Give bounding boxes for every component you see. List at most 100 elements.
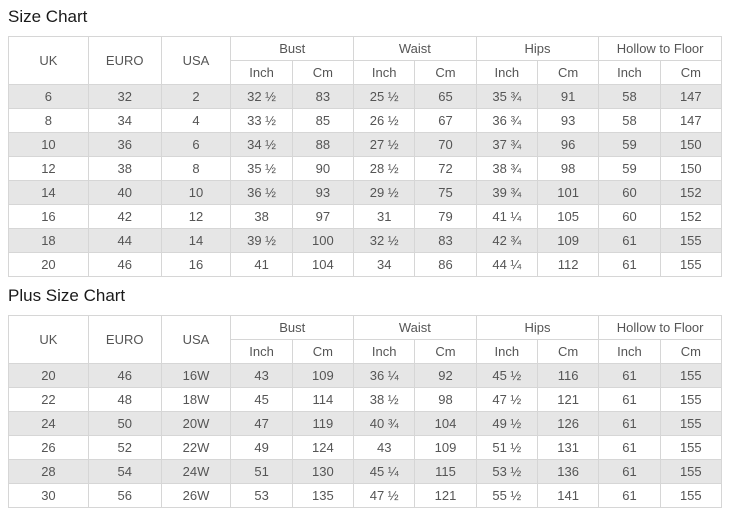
- header-unit-row: Inch Cm Inch Cm Inch Cm Inch Cm: [9, 339, 723, 364]
- table-cell: 67: [414, 108, 477, 133]
- table-cell: 51: [230, 459, 293, 484]
- table-cell: 98: [536, 156, 600, 181]
- table-cell: 155: [659, 483, 723, 508]
- table-cell: 18W: [160, 387, 232, 412]
- table-cell: 112: [536, 252, 600, 277]
- table-row: 26 52 22W 49 124 43 109 51 ½ 131 61 155: [8, 435, 723, 460]
- size-chart-section: Size Chart UK EURO USA Bust Waist Hips H…: [8, 6, 723, 277]
- table-cell: 36 ¾: [475, 108, 538, 133]
- table-cell: 124: [291, 435, 355, 460]
- column-subheader-inch: Inch: [598, 60, 661, 85]
- table-cell: 70: [414, 132, 477, 157]
- table-cell: 8: [8, 108, 89, 133]
- table-cell: 98: [414, 387, 477, 412]
- table-cell: 150: [659, 156, 723, 181]
- table-cell: 28 ½: [353, 156, 416, 181]
- table-cell: 91: [536, 84, 600, 109]
- table-cell: 155: [659, 363, 723, 388]
- column-subheader-cm: Cm: [536, 60, 600, 85]
- table-cell: 58: [598, 108, 661, 133]
- table-cell: 40 ¾: [353, 411, 416, 436]
- table-cell: 121: [536, 387, 600, 412]
- table-cell: 38 ¾: [475, 156, 538, 181]
- column-subheader-inch: Inch: [230, 60, 293, 85]
- table-cell: 22: [8, 387, 89, 412]
- table-cell: 49 ½: [475, 411, 538, 436]
- table-cell: 79: [414, 204, 477, 229]
- table-cell: 42: [87, 204, 162, 229]
- table-cell: 59: [598, 156, 661, 181]
- table-cell: 150: [659, 132, 723, 157]
- table-cell: 27 ½: [353, 132, 416, 157]
- table-cell: 38: [230, 204, 293, 229]
- table-cell: 155: [659, 228, 723, 253]
- table-cell: 83: [291, 84, 355, 109]
- table-cell: 4: [160, 108, 232, 133]
- table-cell: 34: [87, 108, 162, 133]
- table-cell: 16W: [160, 363, 232, 388]
- table-cell: 48: [87, 387, 162, 412]
- table-cell: 30: [8, 483, 89, 508]
- column-subheader-inch: Inch: [230, 339, 293, 364]
- table-cell: 51 ½: [475, 435, 538, 460]
- table-cell: 22W: [160, 435, 232, 460]
- table-cell: 35 ½: [230, 156, 293, 181]
- table-cell: 20: [8, 252, 89, 277]
- table-cell: 50: [87, 411, 162, 436]
- header-group-row: UK EURO USA Bust Waist Hips Hollow to Fl…: [8, 315, 722, 364]
- table-cell: 61: [598, 228, 661, 253]
- table-cell: 39 ½: [230, 228, 293, 253]
- table-row: 20 46 16 41 104 34 86 44 ¼ 112 61 155: [8, 252, 723, 277]
- table-cell: 36 ½: [230, 180, 293, 205]
- size-chart-page: Size Chart UK EURO USA Bust Waist Hips H…: [8, 6, 723, 508]
- column-subheader-cm: Cm: [414, 60, 477, 85]
- table-cell: 43: [353, 435, 416, 460]
- table-cell: 32 ½: [230, 84, 293, 109]
- column-subheader-cm: Cm: [659, 339, 723, 364]
- size-chart-title: Size Chart: [8, 7, 88, 26]
- table-cell: 34: [353, 252, 416, 277]
- table-cell: 121: [414, 483, 477, 508]
- table-cell: 56: [87, 483, 162, 508]
- table-cell: 109: [291, 363, 355, 388]
- column-group-hollow-to-floor: Hollow to Floor: [598, 315, 722, 340]
- column-subheader-cm: Cm: [536, 339, 600, 364]
- table-row: 24 50 20W 47 119 40 ¾ 104 49 ½ 126 61 155: [8, 411, 723, 436]
- table-cell: 34 ½: [230, 132, 293, 157]
- size-chart-table: UK EURO USA Bust Waist Hips Hollow to Fl…: [8, 36, 723, 277]
- table-cell: 29 ½: [353, 180, 416, 205]
- table-cell: 32: [87, 84, 162, 109]
- table-cell: 135: [291, 483, 355, 508]
- table-cell: 43: [230, 363, 293, 388]
- table-cell: 114: [291, 387, 355, 412]
- table-cell: 16: [160, 252, 232, 277]
- table-cell: 53: [230, 483, 293, 508]
- table-cell: 85: [291, 108, 355, 133]
- table-cell: 44: [87, 228, 162, 253]
- table-cell: 12: [160, 204, 232, 229]
- table-cell: 92: [414, 363, 477, 388]
- plus-size-chart-section: Plus Size Chart UK EURO USA Bust Waist H…: [8, 285, 723, 508]
- table-cell: 115: [414, 459, 477, 484]
- table-cell: 61: [598, 483, 661, 508]
- column-subheader-inch: Inch: [475, 60, 538, 85]
- table-cell: 101: [536, 180, 600, 205]
- table-cell: 90: [291, 156, 355, 181]
- table-cell: 33 ½: [230, 108, 293, 133]
- table-cell: 141: [536, 483, 600, 508]
- table-cell: 47: [230, 411, 293, 436]
- table-cell: 155: [659, 252, 723, 277]
- plus-size-chart-table-body: 20 46 16W 43 109 36 ¼ 92 45 ½ 116 61 155 22 48 18W 45 1…: [8, 363, 723, 508]
- table-cell: 47 ½: [475, 387, 538, 412]
- table-cell: 49: [230, 435, 293, 460]
- table-cell: 83: [414, 228, 477, 253]
- table-cell: 155: [659, 459, 723, 484]
- table-cell: 147: [659, 84, 723, 109]
- table-cell: 37 ¾: [475, 132, 538, 157]
- table-cell: 45 ½: [475, 363, 538, 388]
- column-subheader-inch: Inch: [475, 339, 538, 364]
- header-unit-row: Inch Cm Inch Cm Inch Cm Inch Cm: [9, 60, 723, 85]
- plus-size-chart-title: Plus Size Chart: [8, 286, 126, 305]
- table-cell: 130: [291, 459, 355, 484]
- table-row: 20 46 16W 43 109 36 ¼ 92 45 ½ 116 61 155: [8, 363, 723, 388]
